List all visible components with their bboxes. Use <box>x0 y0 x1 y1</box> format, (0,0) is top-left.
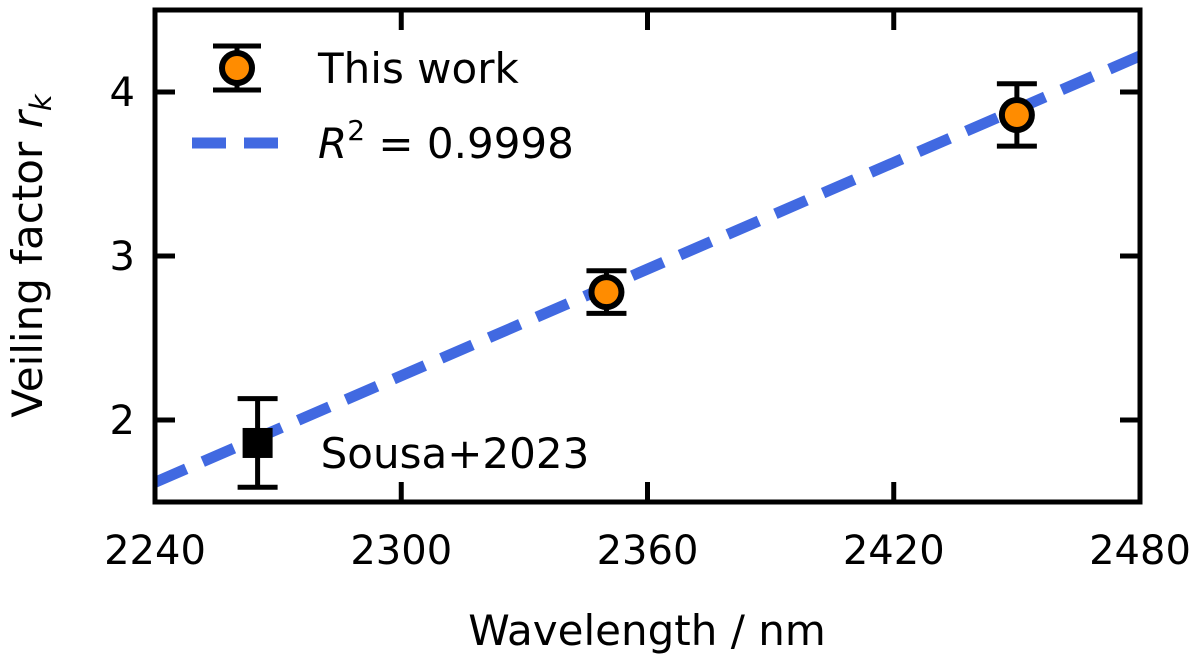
data-point-sousa-2023 <box>242 427 273 458</box>
y-axis-label-prefix: Veiling factor <box>3 128 52 417</box>
legend-fit-value: = 0.9998 <box>365 119 574 168</box>
legend-fit-superscript: 2 <box>347 114 365 147</box>
x-tick-label: 2420 <box>843 528 945 574</box>
y-tick-label: 4 <box>110 70 135 116</box>
y-tick-label: 2 <box>110 398 135 444</box>
legend-marker-this-work <box>213 43 261 93</box>
y-axis-label-symbol: r <box>3 108 52 128</box>
data-point-this-work <box>588 274 625 311</box>
y-axis-label: Veiling factor rk <box>3 93 58 418</box>
y-tick-label: 3 <box>110 234 135 280</box>
data-points-layer <box>237 81 1037 490</box>
y-axis-label-subscript: k <box>24 93 58 111</box>
fit-line <box>155 50 1140 488</box>
x-tick-label: 2240 <box>104 528 206 574</box>
annotation-sousa: Sousa+2023 <box>321 429 590 478</box>
x-axis-label: Wavelength / nm <box>468 606 826 655</box>
plot-frame <box>152 7 1143 505</box>
fit-line-layer <box>155 50 1140 488</box>
legend-fit-symbol: R <box>318 119 347 168</box>
x-tick-label: 2300 <box>350 528 452 574</box>
x-tick-label: 2480 <box>1089 528 1191 574</box>
legend-label-this-work: This work <box>317 44 519 93</box>
x-tick-label: 2360 <box>597 528 699 574</box>
legend-label-fit: R2 = 0.9998 <box>318 114 574 168</box>
legend-marker-circle <box>219 50 255 86</box>
legend: This work R2 = 0.9998 <box>192 43 574 168</box>
data-point-this-work <box>998 96 1035 133</box>
